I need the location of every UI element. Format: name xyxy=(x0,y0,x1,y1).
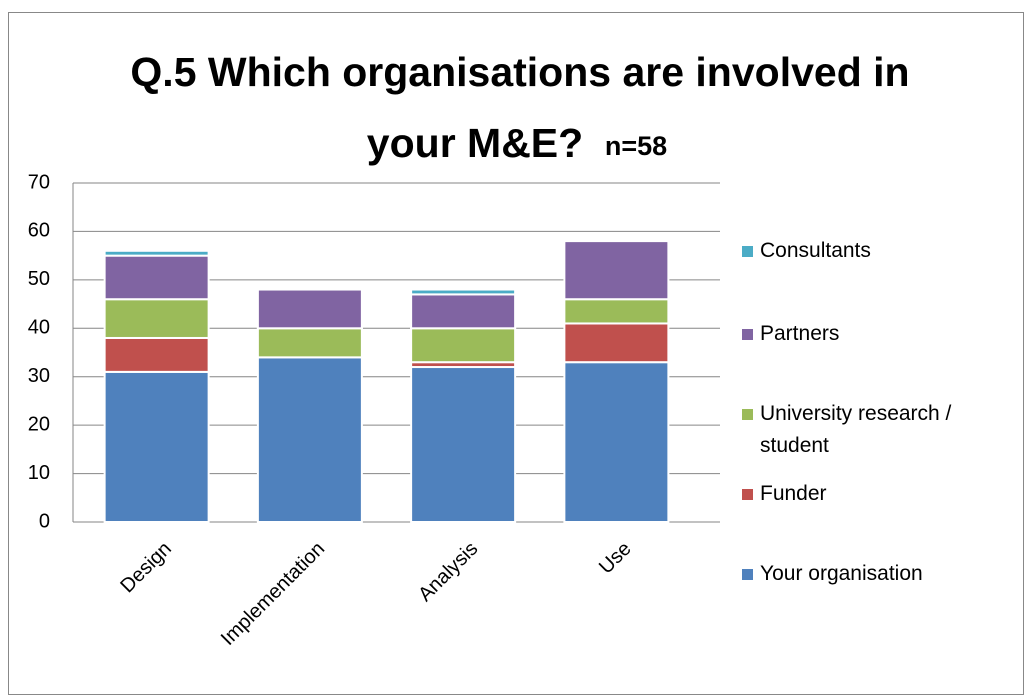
legend-label: Funder xyxy=(760,482,827,505)
y-tick-label: 70 xyxy=(28,171,50,193)
legend-item: Your organisation xyxy=(742,558,1012,590)
x-tick-label: Use xyxy=(595,538,636,579)
y-tick-label: 40 xyxy=(28,317,50,339)
legend-label: Consultants xyxy=(760,239,871,262)
legend-item: Partners xyxy=(742,318,1012,350)
legend-swatch xyxy=(742,569,753,580)
bar-segment xyxy=(563,361,670,523)
bar-segment xyxy=(563,298,670,325)
y-tick-label: 50 xyxy=(28,268,50,290)
legend-label: Your organisation xyxy=(760,562,923,585)
bar-segment xyxy=(256,327,363,359)
bar-segment xyxy=(410,288,517,296)
bar-segment xyxy=(103,370,210,523)
y-tick-label: 20 xyxy=(28,413,50,435)
y-tick-label: 0 xyxy=(39,510,50,532)
legend-swatch xyxy=(742,329,753,340)
bar-segment xyxy=(103,336,210,373)
legend-item: Consultants xyxy=(742,235,1012,267)
legend-swatch xyxy=(742,409,753,420)
y-tick-label: 60 xyxy=(28,220,50,242)
legend-label: Partners xyxy=(760,322,840,345)
x-tick-label: Implementation xyxy=(217,538,329,650)
legend-item: Funder xyxy=(742,478,1012,510)
bar-segment xyxy=(256,356,363,524)
y-tick-label: 30 xyxy=(28,365,50,387)
y-tick-label: 10 xyxy=(28,462,50,484)
chart-title: your M&E? xyxy=(367,120,583,166)
bar-segment xyxy=(563,240,670,301)
bar-segment xyxy=(103,254,210,301)
bar-segment xyxy=(103,249,210,257)
chart-subtitle: n=58 xyxy=(605,131,667,161)
x-tick-label: Analysis xyxy=(414,538,482,606)
legend-swatch xyxy=(742,246,753,257)
legend-item: University research / student xyxy=(742,398,1012,462)
chart-title: Q.5 Which organisations are involved in xyxy=(130,49,909,95)
x-tick-label: Design xyxy=(116,538,176,598)
bar-segment xyxy=(410,293,517,330)
bar-segment xyxy=(103,298,210,339)
bar-segment xyxy=(410,366,517,523)
legend-label: University research / student xyxy=(760,402,952,457)
bar-segment xyxy=(563,322,670,364)
bar-segment xyxy=(410,327,517,364)
legend-swatch xyxy=(742,489,753,500)
bar-segment xyxy=(256,288,363,330)
